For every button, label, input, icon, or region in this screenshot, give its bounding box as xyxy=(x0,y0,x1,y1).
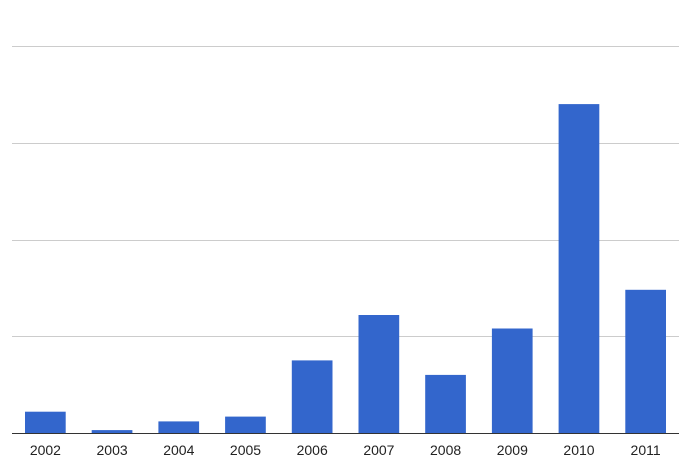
bar-2010[interactable] xyxy=(558,104,600,433)
x-axis: 2002 2003 2004 2005 2006 2007 2008 2009 2010 2011 xyxy=(12,433,679,458)
bar-2002[interactable] xyxy=(25,411,66,433)
x-tick-label-2007: 2007 xyxy=(363,442,394,458)
x-tick-label-2010: 2010 xyxy=(563,442,594,458)
x-tick-label-2005: 2005 xyxy=(230,442,261,458)
x-tick-label-2004: 2004 xyxy=(163,442,194,458)
bars xyxy=(25,104,666,433)
bar-2009[interactable] xyxy=(491,328,533,434)
x-tick-label-2006: 2006 xyxy=(297,442,328,458)
bar-2008[interactable] xyxy=(425,374,466,433)
bar-2003[interactable] xyxy=(91,430,133,433)
bar-2006[interactable] xyxy=(291,360,333,433)
bar-2004[interactable] xyxy=(158,421,200,433)
x-tick-label-2011: 2011 xyxy=(631,442,661,458)
bar-2005[interactable] xyxy=(225,416,266,433)
x-tick-label-2008: 2008 xyxy=(430,442,461,458)
x-tick-label-2009: 2009 xyxy=(497,442,528,458)
bar-2007[interactable] xyxy=(358,315,400,433)
x-tick-label-2003: 2003 xyxy=(97,442,128,458)
x-tick-label-2002: 2002 xyxy=(30,442,61,458)
bar-2011[interactable] xyxy=(625,289,666,433)
